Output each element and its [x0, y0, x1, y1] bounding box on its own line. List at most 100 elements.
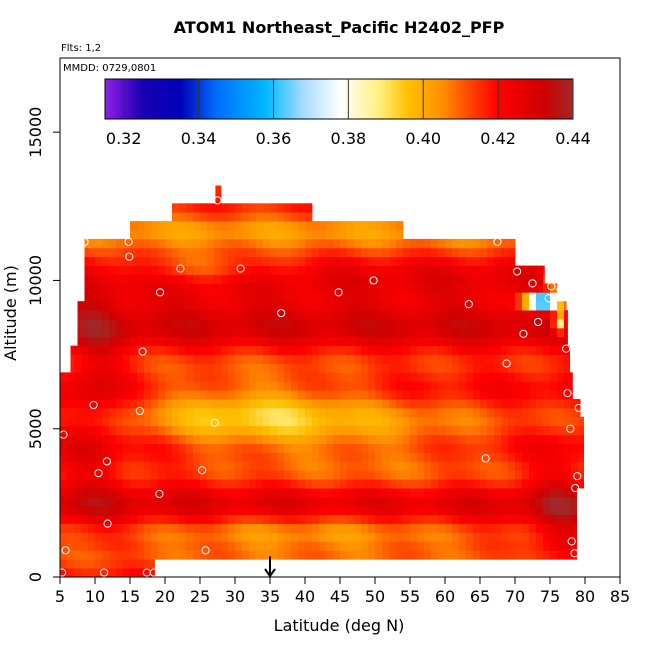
heatmap-cell — [438, 470, 446, 480]
heatmap-cell — [557, 523, 565, 533]
heatmap-cell — [102, 443, 110, 453]
heatmap-cell — [522, 425, 530, 436]
heatmap-cell — [284, 443, 292, 453]
heatmap-cell — [354, 310, 362, 320]
heatmap-cell — [473, 345, 481, 355]
heatmap-cell — [291, 425, 299, 436]
heatmap-cell — [389, 381, 397, 391]
heatmap-cell — [564, 372, 572, 382]
heatmap-cell — [340, 470, 348, 480]
heatmap-cell — [431, 372, 439, 382]
heatmap-cell — [375, 345, 383, 355]
heatmap-cell — [95, 443, 103, 453]
heatmap-cell — [494, 532, 502, 542]
heatmap-cell — [130, 416, 138, 427]
heatmap-cell — [165, 265, 173, 275]
heatmap-cell — [263, 496, 271, 507]
heatmap-cell — [214, 274, 222, 284]
heatmap-cell — [95, 523, 103, 533]
heatmap-cell — [550, 416, 558, 427]
heatmap-cell — [158, 390, 166, 400]
heatmap-cell — [536, 327, 544, 338]
heatmap-cell — [291, 336, 299, 347]
heatmap-cell — [84, 274, 89, 284]
heatmap-cell — [200, 381, 208, 391]
heatmap-cell — [249, 212, 257, 222]
heatmap-cell — [130, 238, 138, 249]
heatmap-cell — [347, 238, 355, 249]
heatmap-cell — [151, 381, 159, 391]
heatmap-cell — [312, 256, 320, 266]
heatmap-cell — [515, 434, 523, 444]
heatmap-cell — [333, 327, 341, 338]
heatmap-cell — [333, 363, 341, 373]
heatmap-cell — [305, 318, 313, 329]
heatmap-cell — [249, 399, 257, 409]
heatmap-cell — [543, 372, 551, 382]
heatmap-cell — [291, 212, 299, 222]
heatmap-cell — [473, 434, 481, 444]
heatmap-cell — [235, 523, 243, 533]
heatmap-cell — [193, 238, 201, 249]
heatmap-cell — [557, 461, 565, 471]
heatmap-cell — [417, 541, 425, 551]
heatmap-cell — [382, 354, 390, 364]
sample-point — [567, 537, 576, 546]
heatmap-cell — [543, 496, 551, 507]
heatmap-cell — [473, 310, 481, 320]
heatmap-cell — [130, 256, 138, 266]
heatmap-cell — [403, 372, 411, 382]
heatmap-cell — [375, 318, 383, 329]
heatmap-cell — [123, 283, 131, 293]
sample-point — [562, 344, 571, 353]
heatmap-cell — [249, 345, 257, 355]
heatmap-cell — [186, 496, 194, 507]
heatmap-cell — [459, 363, 467, 373]
heatmap-cell — [459, 452, 467, 462]
heatmap-cell — [480, 425, 488, 436]
heatmap-cell — [368, 416, 376, 427]
heatmap-cell — [333, 221, 341, 231]
heatmap-cell — [550, 523, 558, 533]
heatmap-cell — [466, 310, 474, 320]
heatmap-cell — [123, 488, 131, 498]
heatmap-cell — [60, 479, 68, 489]
heatmap-cell — [277, 505, 285, 516]
heatmap-cell — [95, 568, 103, 578]
heatmap-cell — [319, 443, 327, 453]
heatmap-cell — [186, 416, 194, 427]
sample-point — [138, 347, 147, 356]
heatmap-cell — [389, 532, 397, 542]
heatmap-cell — [375, 488, 383, 498]
heatmap-cell — [536, 470, 544, 480]
heatmap-cell — [109, 416, 117, 427]
heatmap-cell — [501, 318, 509, 329]
heatmap-cell — [445, 247, 453, 258]
heatmap-cell — [543, 381, 551, 391]
heatmap-cell — [403, 256, 411, 266]
heatmap-cell — [368, 505, 376, 516]
heatmap-cell — [95, 310, 103, 320]
heatmap-cell — [277, 354, 285, 364]
heatmap-cell — [193, 283, 201, 293]
heatmap-cell — [396, 425, 404, 436]
heatmap-cell — [333, 318, 341, 329]
heatmap-cell — [305, 256, 313, 266]
heatmap-cell — [207, 425, 215, 436]
heatmap-cell — [550, 381, 558, 391]
heatmap-cell — [207, 274, 215, 284]
heatmap-cell — [60, 523, 68, 533]
heatmap-cell — [438, 479, 446, 489]
heatmap-cell — [536, 318, 544, 329]
heatmap-cell — [207, 381, 215, 391]
heatmap-cell — [158, 363, 166, 373]
heatmap-cell — [487, 238, 495, 249]
heatmap-cell — [109, 247, 117, 258]
heatmap-cell — [459, 479, 467, 489]
heatmap-cell — [200, 407, 208, 418]
sample-point — [573, 472, 582, 481]
heatmap-cell — [158, 381, 166, 391]
heatmap-cell — [186, 523, 194, 533]
heatmap-cell — [291, 443, 299, 453]
chart-title: ATOM1 Northeast_Pacific H2402_PFP — [174, 18, 505, 37]
